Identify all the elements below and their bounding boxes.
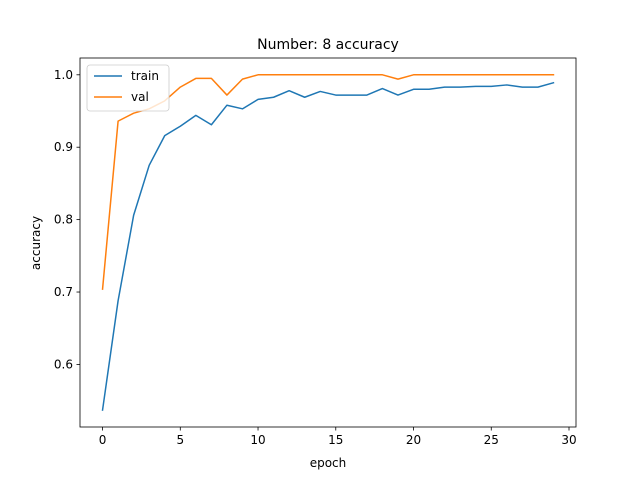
legend-label-train: train [131,69,159,83]
y-tick-label: 0.7 [54,285,73,299]
x-axis-label: epoch [310,456,347,470]
y-tick-label: 0.9 [54,140,73,154]
x-tick-label: 10 [250,433,265,447]
y-tick-label: 0.6 [54,357,73,371]
x-tick-label: 0 [99,433,107,447]
series-line-train [101,81,555,411]
y-tick-label: 0.8 [54,213,73,227]
x-tick-label: 25 [484,433,499,447]
x-tick-label: 5 [176,433,184,447]
plot-area: 0 5 10 15 20 25 30 0.6 0.7 0.8 0.9 1.0 [54,57,577,447]
x-tick-label: 15 [328,433,343,447]
legend-label-val: val [131,90,149,104]
legend: train val [86,64,170,112]
y-axis-label: accuracy [29,216,43,270]
x-tick-label: 30 [561,433,576,447]
axes-frame [79,57,577,428]
y-tick-label: 1.0 [54,68,73,82]
series-line-val [101,74,555,290]
chart-title: Number: 8 accuracy [257,37,399,53]
x-tick-label: 20 [406,433,421,447]
